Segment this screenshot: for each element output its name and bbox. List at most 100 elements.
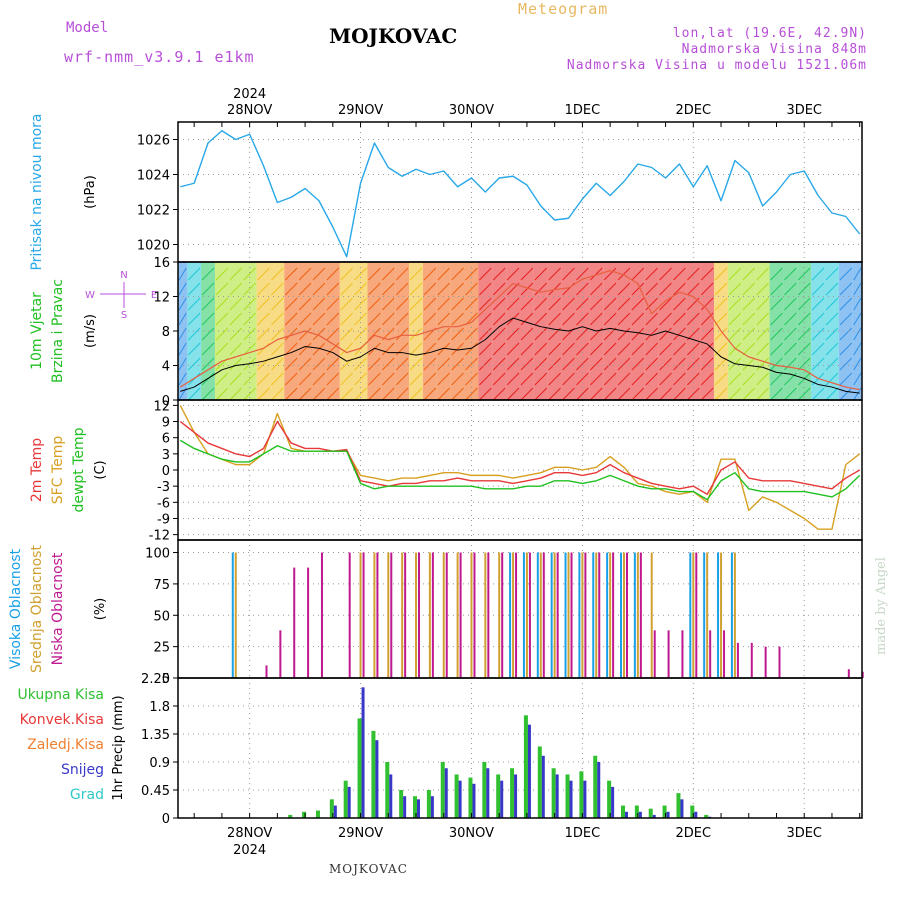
wind-barb bbox=[271, 357, 284, 371]
wind-color-band bbox=[409, 262, 423, 400]
panel-frames bbox=[177, 121, 863, 819]
wind-barb bbox=[506, 342, 520, 356]
wind-barb bbox=[187, 297, 201, 311]
total-precip-bar bbox=[579, 771, 584, 818]
wind-barb bbox=[326, 267, 340, 281]
wind-speed-line bbox=[180, 317, 860, 394]
wind-barb bbox=[229, 372, 243, 386]
y-tick-label: 6 bbox=[162, 432, 170, 447]
wind-barb bbox=[271, 312, 284, 326]
wind-barb bbox=[576, 267, 589, 281]
mid-cloud-bar bbox=[692, 552, 695, 678]
y-tick-label: -6 bbox=[157, 496, 170, 511]
wind-barb bbox=[409, 312, 423, 326]
snow-bar bbox=[403, 796, 407, 818]
wind-barb bbox=[645, 342, 659, 356]
wind-barb bbox=[728, 342, 742, 356]
wind-barb bbox=[797, 342, 811, 356]
low-cloud-bar bbox=[736, 642, 739, 678]
wind-barb bbox=[631, 387, 645, 401]
wind-barb bbox=[659, 297, 672, 311]
wind-barb bbox=[603, 327, 617, 341]
wind-barb bbox=[576, 312, 589, 326]
high-cloud-bar bbox=[522, 552, 525, 678]
compass-w: W bbox=[85, 290, 95, 301]
low-cloud-bar bbox=[348, 552, 351, 678]
total-precip-bar bbox=[482, 762, 487, 818]
wind-barb bbox=[257, 282, 270, 296]
wind-color-band bbox=[450, 262, 465, 400]
wind-barb bbox=[368, 342, 381, 356]
low-cloud-bar bbox=[556, 552, 559, 678]
wind-barb bbox=[451, 297, 464, 311]
wind-barb bbox=[742, 372, 756, 386]
wind-barb bbox=[659, 267, 672, 281]
low-cloud-bar bbox=[542, 552, 545, 678]
wind-barb bbox=[603, 342, 617, 356]
y-tick-label: 0.9 bbox=[149, 756, 170, 771]
wind-barb bbox=[853, 387, 862, 401]
wind-barb bbox=[853, 267, 862, 281]
wind-barb bbox=[645, 357, 659, 371]
wind-barb bbox=[437, 387, 451, 401]
wind-barb bbox=[756, 267, 769, 281]
temp-dewpt-label: dewpt Temp bbox=[71, 427, 87, 512]
wind-barb bbox=[603, 357, 617, 371]
wind-barb bbox=[673, 327, 686, 341]
wind-barb bbox=[437, 282, 451, 296]
wind-barb bbox=[506, 312, 520, 326]
total-precip-bar bbox=[620, 805, 625, 818]
total-precip-bar bbox=[676, 793, 681, 818]
wind-barb bbox=[201, 312, 215, 326]
wind-barb bbox=[284, 297, 298, 311]
snow-bar bbox=[361, 687, 365, 818]
y-tick-label: -12 bbox=[149, 529, 170, 544]
wind-barb bbox=[312, 327, 326, 341]
high-cloud-bar bbox=[509, 552, 512, 678]
wind-barb bbox=[839, 282, 853, 296]
wind-barb bbox=[617, 312, 631, 326]
wind-barb bbox=[354, 312, 367, 326]
wind-barb bbox=[770, 267, 783, 281]
wind-barb bbox=[368, 312, 381, 326]
wind-barb bbox=[825, 282, 839, 296]
wind-barb bbox=[340, 297, 353, 311]
wind-barb bbox=[687, 267, 700, 281]
total-precip-bar bbox=[343, 780, 348, 818]
wind-barb bbox=[229, 342, 243, 356]
wind-barb bbox=[243, 312, 256, 326]
wind-barb bbox=[423, 267, 437, 281]
wind-barb bbox=[215, 282, 229, 296]
low-cloud-bar bbox=[487, 552, 490, 678]
wind-barb bbox=[714, 282, 728, 296]
wind-barb bbox=[178, 327, 187, 341]
wind-barb bbox=[520, 312, 534, 326]
snow-bar bbox=[680, 799, 684, 818]
day-label-top: 3DEC bbox=[786, 103, 822, 118]
wind-barb bbox=[298, 327, 312, 341]
wind-barb bbox=[340, 372, 353, 386]
wind-barb bbox=[312, 282, 326, 296]
wind-barb bbox=[257, 312, 270, 326]
wind-barb bbox=[409, 327, 423, 341]
wind-barb bbox=[631, 357, 645, 371]
wind-barb bbox=[700, 387, 714, 401]
wind-barb bbox=[742, 312, 756, 326]
wind-barb bbox=[687, 282, 700, 296]
wind-barb bbox=[839, 372, 853, 386]
wind-barb bbox=[617, 267, 631, 281]
wind-barb bbox=[534, 387, 548, 401]
wind-barb bbox=[465, 372, 478, 386]
total-precip-bar bbox=[468, 777, 473, 818]
wind-barb bbox=[811, 387, 825, 401]
snow-bar bbox=[389, 774, 393, 818]
low-cloud-bar bbox=[459, 552, 462, 678]
wind-barb bbox=[257, 342, 270, 356]
wind-color-band bbox=[367, 262, 382, 400]
day-label-bottom: 2DEC bbox=[676, 826, 712, 841]
wind-barb bbox=[381, 372, 395, 386]
wind-barb bbox=[645, 312, 659, 326]
wind-barb bbox=[271, 342, 284, 356]
wind-barb bbox=[756, 342, 769, 356]
low-cloud-bar bbox=[473, 552, 476, 678]
